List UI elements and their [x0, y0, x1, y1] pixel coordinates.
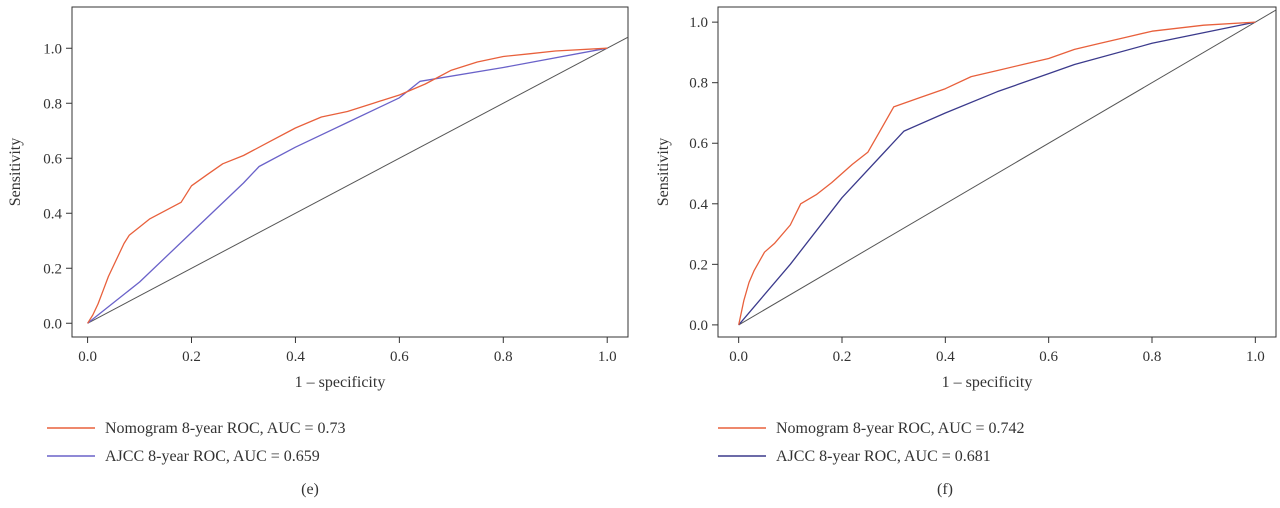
- x-tick-label: 0.4: [286, 349, 305, 365]
- y-tick-label: 1.0: [43, 41, 62, 57]
- roc-panel-f: 0.0 0.2 0.4 0.6 0.8 1.0 0.0 0.2 0.4 0.6 0.8 1.0 1 – …: [655, 6, 1277, 498]
- y-tick-label: 0.8: [43, 96, 62, 112]
- x-tick-label: 0.6: [390, 349, 409, 365]
- x-tick-label: 0.6: [1039, 349, 1058, 365]
- y-tick-label: 0.2: [689, 257, 708, 273]
- reference-diagonal-line: [738, 9, 1277, 326]
- plot-frame: [717, 6, 1277, 338]
- reference-diagonal-line: [87, 36, 629, 324]
- y-axis-title: Sensitivity: [7, 138, 24, 206]
- y-tick-label: 0.4: [689, 197, 708, 213]
- x-axis-title: 1 – specificity: [942, 374, 1033, 391]
- y-tick-label: 0.4: [43, 206, 62, 222]
- roc-panel-e: 0.0 0.2 0.4 0.6 0.8 1.0 0.0 0.2 0.4 0.6 0.8 1.0 1 – …: [7, 6, 629, 498]
- ajcc-roc-line: [87, 47, 608, 324]
- y-tick-label: 0.0: [43, 316, 62, 332]
- legend-label-ajcc: AJCC 8-year ROC, AUC = 0.681: [776, 448, 991, 465]
- nomogram-roc-line: [738, 21, 1256, 326]
- y-tick-label: 0.6: [689, 136, 708, 152]
- x-tick-label: 0.0: [729, 349, 748, 365]
- x-tick-label: 0.8: [494, 349, 513, 365]
- panel-label: (f): [937, 481, 953, 498]
- plot-frame: [71, 6, 629, 338]
- y-tick-label: 0.0: [689, 318, 708, 334]
- y-tick-label: 0.6: [43, 151, 62, 167]
- x-tick-label: 0.4: [936, 349, 955, 365]
- legend-label-nomogram: Nomogram 8-year ROC, AUC = 0.73: [105, 420, 346, 437]
- x-tick-label: 1.0: [598, 349, 617, 365]
- x-axis-title: 1 – specificity: [295, 374, 386, 391]
- x-tick-label: 0.2: [182, 349, 201, 365]
- panel-label: (e): [301, 481, 319, 498]
- legend-label-nomogram: Nomogram 8-year ROC, AUC = 0.742: [776, 420, 1025, 437]
- legend-label-ajcc: AJCC 8-year ROC, AUC = 0.659: [105, 448, 320, 465]
- y-tick-label: 0.8: [689, 76, 708, 92]
- y-axis-title: Sensitivity: [655, 138, 672, 206]
- ajcc-roc-line: [738, 21, 1256, 326]
- nomogram-roc-line: [87, 47, 608, 324]
- y-tick-label: 0.2: [43, 261, 62, 277]
- x-tick-label: 0.2: [833, 349, 852, 365]
- x-tick-label: 1.0: [1246, 349, 1265, 365]
- x-tick-label: 0.0: [78, 349, 97, 365]
- y-tick-label: 1.0: [689, 15, 708, 31]
- x-tick-label: 0.8: [1143, 349, 1162, 365]
